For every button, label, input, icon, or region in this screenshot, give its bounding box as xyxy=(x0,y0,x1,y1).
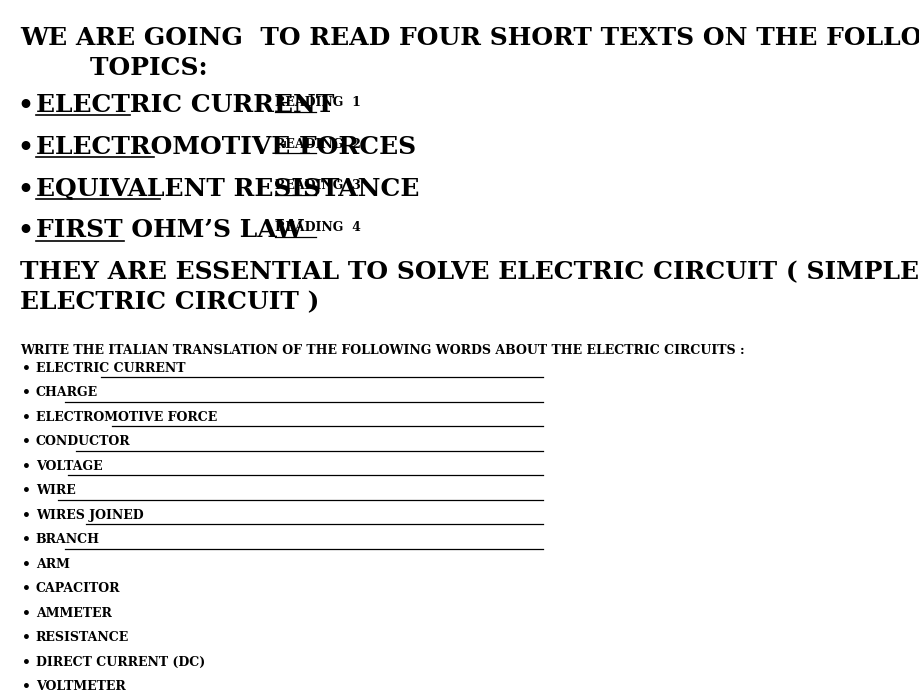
Text: CAPACITOR: CAPACITOR xyxy=(36,582,120,595)
Text: VOLTMETER: VOLTMETER xyxy=(36,680,125,690)
Text: READING  2: READING 2 xyxy=(275,138,361,150)
Text: •: • xyxy=(22,411,30,425)
Text: •: • xyxy=(22,656,30,669)
Text: CHARGE: CHARGE xyxy=(36,386,97,400)
Text: READING  1: READING 1 xyxy=(275,96,361,109)
Text: ELECTRIC CURRENT: ELECTRIC CURRENT xyxy=(36,93,334,117)
Text: •: • xyxy=(22,631,30,645)
Text: •: • xyxy=(22,558,30,572)
Text: •: • xyxy=(22,607,30,621)
Text: WRITE THE ITALIAN TRANSLATION OF THE FOLLOWING WORDS ABOUT THE ELECTRIC CIRCUITS: WRITE THE ITALIAN TRANSLATION OF THE FOL… xyxy=(20,344,743,357)
Text: ELECTROMOTIVE FORCES: ELECTROMOTIVE FORCES xyxy=(36,135,415,159)
Text: •: • xyxy=(22,582,30,596)
Text: EQUIVALENT RESISTANCE: EQUIVALENT RESISTANCE xyxy=(36,177,418,201)
Text: •: • xyxy=(17,93,33,117)
Text: FIRST OHM’S LAW: FIRST OHM’S LAW xyxy=(36,218,303,242)
Text: THEY ARE ESSENTIAL TO SOLVE ELECTRIC CIRCUIT ( SIMPLE
ELECTRIC CIRCUIT ): THEY ARE ESSENTIAL TO SOLVE ELECTRIC CIR… xyxy=(20,260,918,314)
Text: DIRECT CURRENT (DC): DIRECT CURRENT (DC) xyxy=(36,656,205,669)
Text: CONDUCTOR: CONDUCTOR xyxy=(36,435,130,448)
Text: ELECTROMOTIVE FORCE: ELECTROMOTIVE FORCE xyxy=(36,411,217,424)
Text: ELECTRIC CURRENT: ELECTRIC CURRENT xyxy=(36,362,185,375)
Text: •: • xyxy=(22,460,30,474)
Text: •: • xyxy=(22,386,30,400)
Text: AMMETER: AMMETER xyxy=(36,607,111,620)
Text: •: • xyxy=(22,484,30,498)
Text: •: • xyxy=(22,362,30,376)
Text: •: • xyxy=(22,435,30,449)
Text: RESISTANCE: RESISTANCE xyxy=(36,631,129,644)
Text: VOLTAGE: VOLTAGE xyxy=(36,460,102,473)
Text: •: • xyxy=(22,533,30,547)
Text: WE ARE GOING  TO READ FOUR SHORT TEXTS ON THE FOLLOWING
        TOPICS:: WE ARE GOING TO READ FOUR SHORT TEXTS ON… xyxy=(20,26,919,80)
Text: READING  4: READING 4 xyxy=(275,221,361,234)
Text: READING  3: READING 3 xyxy=(275,179,360,193)
Text: WIRE: WIRE xyxy=(36,484,75,497)
Text: ARM: ARM xyxy=(36,558,70,571)
Text: •: • xyxy=(17,177,33,201)
Text: WIRES JOINED: WIRES JOINED xyxy=(36,509,143,522)
Text: •: • xyxy=(17,218,33,242)
Text: BRANCH: BRANCH xyxy=(36,533,99,546)
Text: •: • xyxy=(22,509,30,523)
Text: •: • xyxy=(17,135,33,159)
Text: •: • xyxy=(22,680,30,690)
